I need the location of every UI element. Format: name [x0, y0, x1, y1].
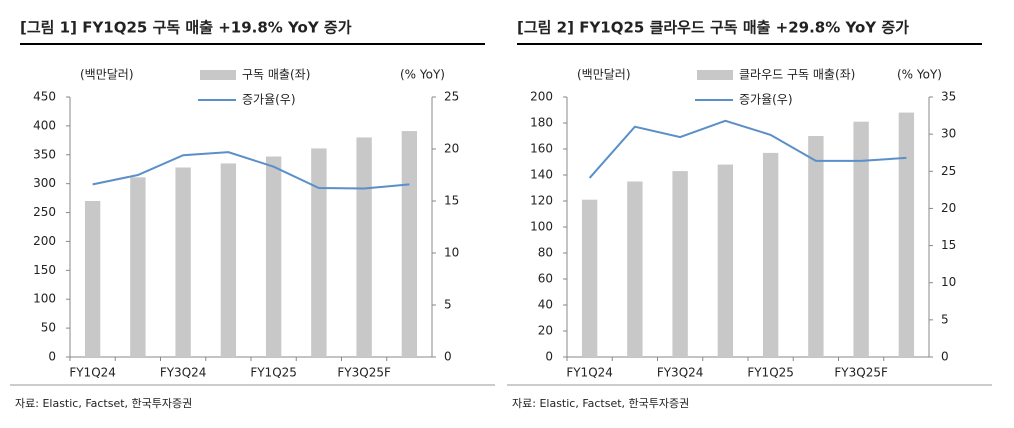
chart-title: [그림 2] FY1Q25 클라우드 구독 매출 +29.8% YoY 증가 [517, 19, 909, 37]
bar [356, 137, 372, 357]
y2-axis-label: (% YoY) [897, 68, 942, 82]
y2-tick-label: 0 [941, 350, 949, 364]
bar [581, 199, 598, 357]
source-note: 자료: Elastic, Factset, 한국투자증권 [15, 397, 192, 410]
y-tick-label: 80 [538, 246, 553, 260]
legend-label: 구독 매출(좌) [242, 68, 310, 82]
y2-tick-label: 5 [941, 312, 949, 326]
line [588, 119, 907, 179]
x-tick-label: FY1Q25 [250, 366, 297, 380]
bar [84, 201, 101, 357]
x-tick-label: FY3Q24 [160, 366, 207, 380]
y2-tick-label: 10 [444, 246, 459, 260]
y2-tick-label: 5 [444, 298, 452, 312]
x-tick-label: FY1Q24 [566, 366, 613, 380]
y-tick-label: 140 [530, 168, 553, 182]
y-tick-label: 160 [530, 142, 553, 156]
y-axis-label: (백만달러) [80, 68, 134, 82]
y2-tick-label: 25 [444, 90, 459, 104]
legend-label: 클라우드 구독 매출(좌) [739, 68, 855, 82]
x-tick-label: FY3Q24 [657, 366, 704, 380]
bar [762, 152, 779, 357]
y-tick-label: 20 [538, 324, 553, 338]
y2-tick-label: 10 [941, 275, 956, 289]
bar [265, 156, 282, 357]
bar [175, 167, 191, 357]
y-tick-label: 150 [33, 263, 56, 277]
bar [130, 177, 146, 357]
y-axis-label: (백만달러) [577, 68, 631, 82]
y-tick-label: 180 [530, 116, 553, 130]
bar [311, 148, 327, 357]
y2-tick-label: 15 [941, 238, 956, 252]
y-tick-label: 250 [33, 205, 56, 219]
y-tick-label: 200 [33, 234, 56, 248]
legend-label: 증가율(우) [739, 93, 793, 107]
bar [898, 112, 915, 357]
x-tick-label: FY3Q25F [834, 366, 888, 380]
bar [627, 181, 643, 357]
y2-tick-label: 20 [444, 142, 459, 156]
legend-swatch [697, 70, 733, 80]
legend-swatch [200, 70, 236, 80]
y-tick-label: 400 [33, 118, 56, 132]
y-tick-label: 100 [530, 220, 553, 234]
y2-tick-label: 15 [444, 194, 459, 208]
bar [717, 164, 734, 357]
y-tick-label: 50 [41, 321, 56, 335]
y2-axis-label: (% YoY) [400, 68, 445, 82]
y-tick-label: 200 [530, 90, 553, 104]
y-tick-label: 300 [33, 176, 56, 190]
bar [672, 171, 688, 357]
bar [220, 163, 237, 357]
y-tick-label: 0 [545, 350, 553, 364]
source-note: 자료: Elastic, Factset, 한국투자증권 [512, 397, 689, 410]
y2-tick-label: 0 [444, 350, 452, 364]
bar [808, 136, 824, 357]
y-tick-label: 40 [538, 298, 553, 312]
bar [853, 121, 869, 357]
y2-tick-label: 30 [941, 127, 956, 141]
x-tick-label: FY3Q25F [337, 366, 391, 380]
bar [401, 131, 418, 357]
y-tick-label: 450 [33, 90, 56, 104]
y-tick-label: 120 [530, 194, 553, 208]
y-tick-label: 100 [33, 292, 56, 306]
x-tick-label: FY1Q24 [69, 366, 116, 380]
y-tick-label: 60 [538, 272, 553, 286]
chart-title: [그림 1] FY1Q25 구독 매출 +19.8% YoY 증가 [20, 19, 352, 37]
y2-tick-label: 20 [941, 201, 956, 215]
y2-tick-label: 35 [941, 90, 956, 104]
y-tick-label: 350 [33, 147, 56, 161]
y2-tick-label: 25 [941, 164, 956, 178]
legend-label: 증가율(우) [242, 93, 296, 107]
line [92, 151, 410, 190]
y-tick-label: 0 [48, 350, 56, 364]
x-tick-label: FY1Q25 [747, 366, 794, 380]
